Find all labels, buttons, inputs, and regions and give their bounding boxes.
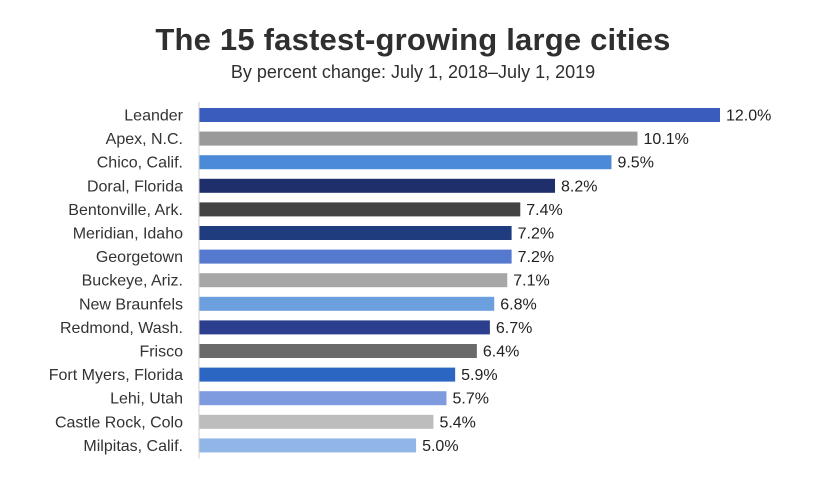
bar (199, 391, 447, 406)
value-label: 10.1% (644, 131, 689, 148)
bar (199, 226, 512, 240)
category-label: Leander (124, 108, 183, 125)
category-label: Frisco (139, 344, 183, 361)
category-label: Lehi, Utah (110, 391, 183, 408)
bars-group: Leander 12.0% Apex, N.C. 10.1% Chico, Calif.… (49, 108, 772, 455)
category-label: Castle Rock, Colo (55, 414, 183, 431)
value-label: 7.1% (513, 273, 549, 290)
value-label: 6.8% (500, 296, 536, 313)
bar (199, 414, 434, 429)
category-label: Apex, N.C. (106, 131, 183, 148)
bar (199, 367, 456, 382)
bar (199, 178, 556, 193)
value-label: 7.4% (526, 202, 562, 219)
category-label: Milpitas, Calif. (83, 438, 183, 455)
value-label: 12.0% (726, 108, 771, 125)
value-label: 6.7% (496, 320, 532, 337)
bar (199, 273, 508, 288)
category-label: Meridian, Idaho (73, 226, 183, 243)
bar (199, 155, 612, 170)
chart-title: The 15 fastest-growing large cities (155, 22, 671, 57)
bar (199, 202, 521, 217)
bar (199, 249, 512, 264)
category-label: New Braunfels (79, 296, 183, 313)
value-label: 5.7% (452, 391, 488, 408)
bar (199, 108, 720, 122)
value-label: 7.2% (518, 226, 554, 243)
value-label: 5.0% (422, 438, 458, 455)
category-label: Fort Myers, Florida (49, 367, 183, 384)
category-label: Redmond, Wash. (60, 320, 183, 337)
value-label: 6.4% (483, 344, 519, 361)
bar (199, 296, 495, 311)
bar (199, 131, 638, 146)
value-label: 8.2% (561, 178, 597, 195)
value-label: 5.4% (439, 414, 475, 431)
chart-subtitle: By percent change: July 1, 2018–July 1, … (230, 62, 596, 82)
category-label: Buckeye, Ariz. (82, 273, 183, 290)
bar (199, 320, 490, 335)
value-label: 5.9% (461, 367, 497, 384)
category-label: Chico, Calif. (97, 155, 183, 172)
category-label: Bentonville, Ark. (68, 202, 183, 219)
value-label: 9.5% (617, 155, 653, 172)
category-label: Doral, Florida (87, 178, 183, 195)
bar (199, 438, 417, 453)
bar (199, 344, 477, 358)
value-label: 7.2% (518, 249, 554, 266)
category-label: Georgetown (96, 249, 183, 266)
